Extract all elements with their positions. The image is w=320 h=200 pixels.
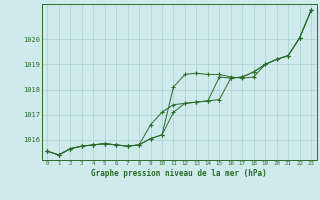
X-axis label: Graphe pression niveau de la mer (hPa): Graphe pression niveau de la mer (hPa): [91, 169, 267, 178]
